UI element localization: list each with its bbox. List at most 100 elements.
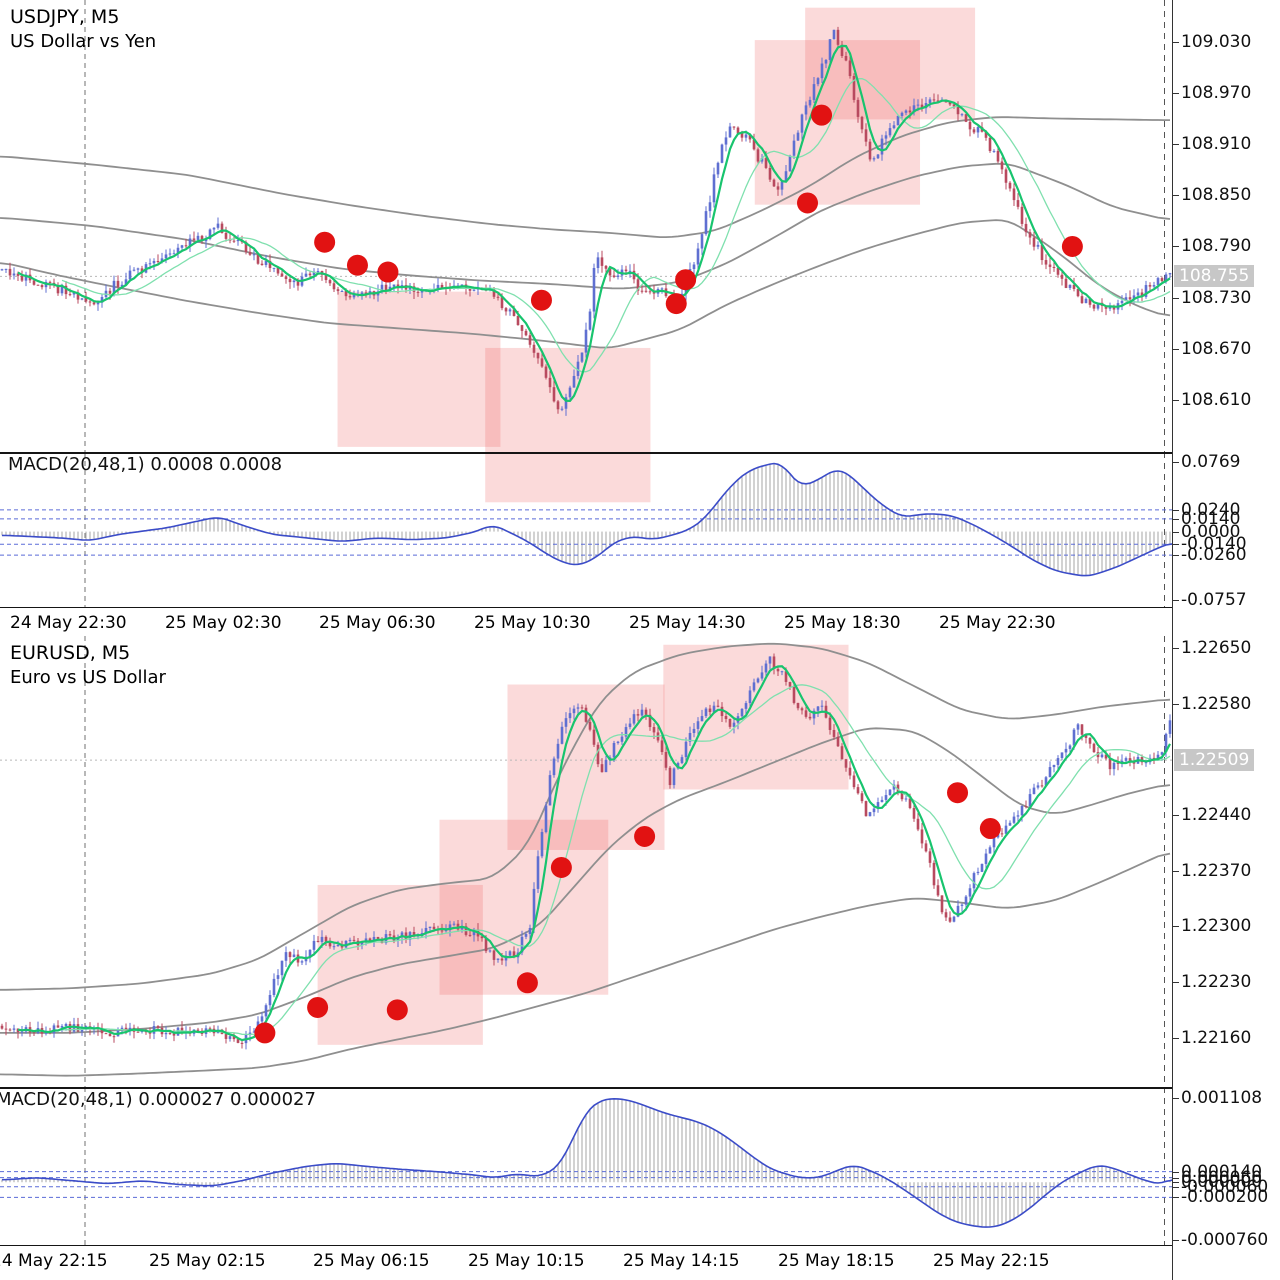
current-price-badge: 1.22509 (1174, 749, 1255, 772)
price-tick-label: 108.610 (1172, 389, 1252, 410)
pane-separator (0, 1245, 1172, 1246)
price-tick-label: 1.22230 (1172, 972, 1252, 992)
highlight-rects (317, 644, 849, 1045)
price-tick-label: 108.670 (1172, 338, 1252, 359)
macd-histogram (1, 463, 1175, 576)
ma-slow-line (61, 684, 1171, 1036)
highlight-rects (337, 7, 976, 503)
band-lower-line (0, 219, 1171, 349)
signal-dot (386, 999, 408, 1021)
signal-highlight-rect (663, 644, 849, 790)
price-tick-label: 109.030 (1172, 31, 1252, 52)
signal-dot (377, 261, 399, 283)
price-tick-label: 1.22300 (1172, 916, 1252, 937)
signal-highlight-rect (485, 347, 651, 503)
signal-dot (307, 996, 329, 1018)
chart-panel-usdjpy[interactable]: USDJPY, M5 US Dollar vs Yen MACD(20,48,1… (0, 0, 1280, 636)
signal-dot (675, 269, 697, 291)
time-axis-label: 24 May 22:30 (10, 613, 127, 633)
macd-tick-label: -0.000760 (1172, 1229, 1269, 1250)
signal-dot (1061, 235, 1083, 257)
signal-dot (346, 254, 368, 276)
macd-tick-label: -0.0140 (1173, 534, 1247, 555)
signal-dot (530, 289, 552, 311)
price-tick-label: 1.22370 (1172, 860, 1252, 881)
price-axis: 109.030 108.970 108.910 108.850 108.790 108.7… (1172, 0, 1280, 636)
time-axis: 24 May 22:30 25 May 02:30 25 May 06:30 25 M… (0, 608, 1172, 636)
signal-dot (797, 192, 819, 214)
macd-tick-label: -0.0757 (1173, 590, 1247, 611)
band-middle-line (0, 162, 1171, 290)
price-tick-label: 108.790 (1172, 236, 1252, 257)
signal-highlight-rect (337, 291, 501, 447)
time-axis: 24 May 22:15 25 May 02:15 25 May 06:15 25 M… (0, 1246, 1172, 1280)
time-axis-label: 25 May 18:15 (778, 1251, 895, 1271)
macd-histogram (1, 1098, 1175, 1228)
price-tick-label: 108.910 (1172, 134, 1252, 155)
signal-dot (665, 293, 687, 315)
time-axis-label: 24 May 22:15 (0, 1251, 108, 1271)
price-axis: 1.22650 1.22580 1.22440 1.22370 1.22300 1.222… (1172, 636, 1280, 1280)
signal-dot (314, 231, 336, 253)
band-middle-line (0, 727, 1171, 1034)
signal-highlight-rect (754, 40, 921, 205)
time-axis-label: 25 May 02:30 (165, 613, 282, 633)
signal-dots (254, 782, 1001, 1044)
signal-highlight-rect (439, 819, 609, 995)
signal-dot (947, 782, 969, 804)
macd-tick-label: -0.0260 (1173, 545, 1247, 566)
price-tick-label: 1.22580 (1172, 693, 1252, 714)
eurusd-price-pane[interactable] (0, 636, 1172, 1087)
macd-tick-label: -0.000200 (1172, 1187, 1269, 1208)
macd-tick-label: 0.001108 (1172, 1087, 1263, 1108)
pane-separator (0, 452, 1172, 454)
signal-dot (550, 856, 572, 878)
signal-dot (516, 972, 538, 994)
macd-tick-label: 0.0240 (1172, 499, 1241, 520)
macd-tick-label: 0.0769 (1172, 452, 1241, 473)
macd-tick-label: 0.0000 (1172, 521, 1241, 542)
pane-separator (0, 607, 1172, 608)
signal-dot (634, 825, 656, 847)
time-axis-label: 25 May 14:15 (623, 1251, 740, 1271)
usdjpy-price-pane[interactable] (0, 0, 1172, 503)
pane-separator (0, 1087, 1172, 1089)
macd-tick-label: 0.000060 (1172, 1167, 1263, 1188)
ma-slow-line (61, 77, 1171, 373)
macd-tick-label: 0.000000 (1172, 1172, 1263, 1193)
macd-line (1, 1097, 1175, 1228)
time-axis-label: 25 May 22:15 (933, 1251, 1050, 1271)
time-axis-label: 25 May 10:15 (468, 1251, 585, 1271)
macd-tick-label: -0.000060 (1172, 1176, 1269, 1197)
time-axis-label: 25 May 14:30 (629, 613, 746, 633)
signal-dot (979, 817, 1001, 839)
time-axis-label: 25 May 06:30 (319, 613, 436, 633)
current-price-badge: 108.755 (1174, 265, 1255, 288)
band-upper-line (0, 116, 1170, 239)
price-tick-label: 108.970 (1172, 82, 1252, 103)
macd-line (1, 462, 1175, 577)
macd-tick-label: 0.000140 (1172, 1161, 1263, 1182)
band-lines (0, 642, 1171, 1077)
time-axis-label: 25 May 22:30 (939, 613, 1056, 633)
ma-fast-line (17, 665, 1171, 1042)
ma-fast-line (17, 44, 1171, 403)
signal-dot (811, 104, 833, 126)
price-tick-label: 1.22440 (1172, 804, 1252, 825)
band-lower-line (0, 852, 1171, 1077)
band-upper-line (0, 642, 1171, 991)
price-tick-label: 108.850 (1172, 185, 1252, 206)
price-tick-label: 108.730 (1172, 287, 1252, 308)
time-axis-label: 25 May 02:15 (149, 1251, 266, 1271)
time-axis-label: 25 May 06:15 (313, 1251, 430, 1271)
macd-tick-label: 0.0140 (1172, 508, 1241, 529)
usdjpy-macd-pane[interactable] (0, 452, 1175, 608)
chart-panel-eurusd[interactable]: EURUSD, M5 Euro vs US Dollar MACD(20,48,… (0, 636, 1280, 1280)
signal-dot (254, 1022, 276, 1044)
time-axis-label: 25 May 10:30 (474, 613, 591, 633)
time-axis-label: 25 May 18:30 (784, 613, 901, 633)
signal-dots (314, 104, 1083, 315)
price-tick-label: 1.22160 (1172, 1027, 1252, 1048)
eurusd-macd-pane[interactable] (0, 1087, 1175, 1246)
